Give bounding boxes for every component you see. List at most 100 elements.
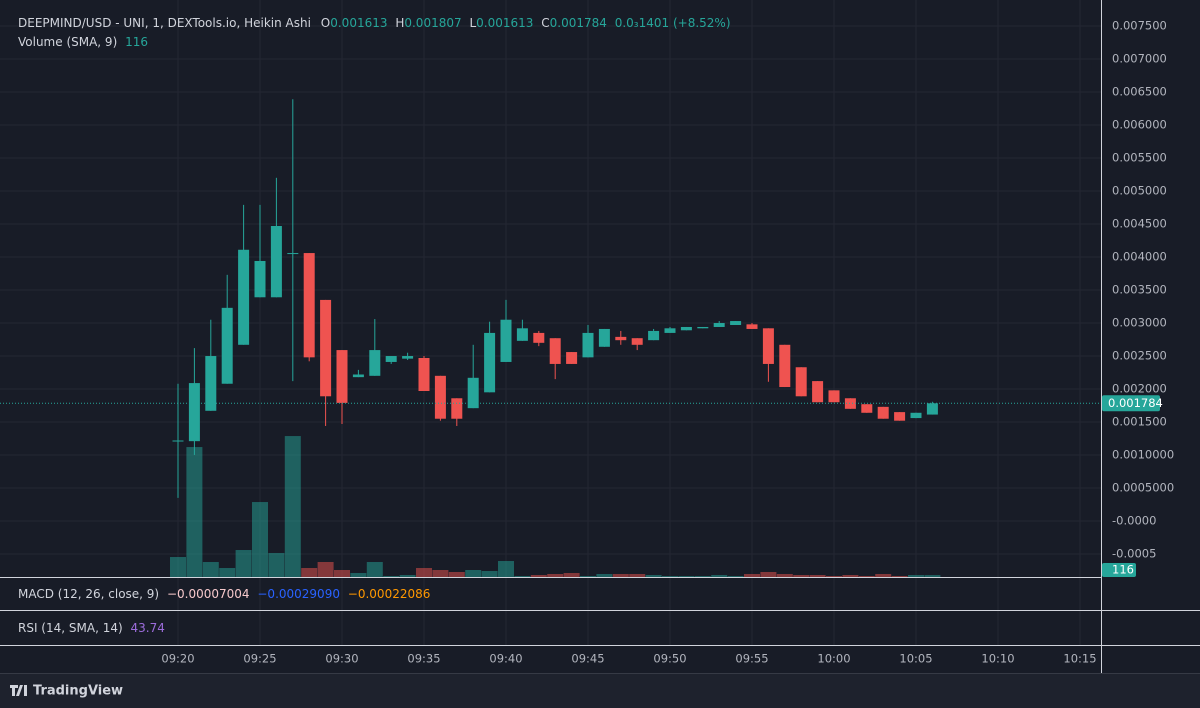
y-tick-label: 0.003500 [1112,283,1167,297]
volume-bar [662,575,678,577]
volume-bar [170,557,186,577]
volume-bar [432,569,449,577]
candle-body [451,398,463,419]
x-tick-label: 09:25 [243,652,276,666]
high-label: H [395,16,404,30]
last-price-label: 0.001784 [1108,396,1163,410]
candle-body [746,324,758,329]
last-price-badge [1102,395,1160,412]
x-tick-label: 10:10 [981,652,1014,666]
volume-bar [514,575,531,577]
volume-bar [202,562,219,577]
volume-bar [498,561,514,577]
candle-body [828,390,840,403]
volume-bar [530,574,547,577]
y-tick-label: 0.001500 [1112,415,1167,429]
close-label: C [541,16,549,30]
x-tick-label: 09:40 [489,652,522,666]
x-tick-label: 09:50 [653,652,686,666]
candle-body [303,253,315,358]
rsi-label: RSI (14, SMA, 14) [18,621,123,635]
volume-bar [301,568,318,577]
candle-body [549,338,561,364]
volume-bar [334,569,350,577]
candle-body [730,321,742,325]
y-tick-label: 0.004500 [1112,217,1167,231]
y-tick-label: 0.006000 [1112,118,1167,132]
volume-badge [1102,563,1136,577]
candle-body [484,332,496,393]
volume-bar [776,574,793,577]
volume-bar [760,572,777,577]
candle-body [336,350,348,403]
marks [0,99,1101,577]
candle-body [533,332,545,343]
close-value: 0.001784 [550,16,607,30]
candle-body [680,326,692,331]
candle-body [385,356,397,362]
volume-bar [383,575,400,577]
open-value: 0.001613 [330,16,387,30]
x-tick-label: 09:55 [735,652,768,666]
candle-body [779,344,791,388]
candle-body [910,412,922,419]
brand-name: TradingView [33,684,123,699]
volume-bar [235,550,252,577]
rsi-value: 43.74 [130,621,164,635]
y-tick-label: 0.005000 [1112,184,1167,198]
candle-body [861,404,873,413]
volume-bar [727,575,744,577]
macd-value: −0.00007004 [167,587,250,601]
candle-body [762,328,774,364]
candle-body [369,350,381,376]
y-tick-label: -0.0000 [1112,514,1156,528]
candle-body [812,381,824,403]
volume-bar [465,569,482,577]
candle-body [205,356,217,411]
candle-body [926,403,938,415]
volume-bar [268,553,285,577]
volume-bar [711,574,728,577]
candle-body [631,338,643,345]
y-tick-label: 0.007000 [1112,52,1167,66]
volume-bar [891,575,908,577]
candle-body [598,328,610,347]
footer-bar [0,673,1200,708]
volume-bar [629,574,646,577]
low-value: 0.001613 [476,16,533,30]
candle-body [615,336,627,341]
volume-bar [875,574,892,577]
candle-body [467,377,479,409]
volume-bar [858,575,875,577]
candle-body [402,356,414,359]
y-tick-label: 0.005500 [1112,151,1167,165]
candle-body [697,326,709,329]
open-label: O [321,16,330,30]
volume-label: Volume (SMA, 9) [18,35,117,49]
candle-body [516,328,528,341]
volume-bar [317,562,334,577]
candle-body [664,328,676,333]
candle-body [270,225,282,298]
candle-body [582,332,594,358]
rsi-legend: RSI (14, SMA, 14) 43.74 [18,621,165,635]
volume-bar [694,575,711,577]
volume-bar [612,574,629,577]
candle-body [418,358,430,392]
candle-body [648,330,660,341]
volume-bar [284,436,301,577]
y-tick-label: 0.002000 [1112,382,1167,396]
volume-bar [186,447,203,577]
y-tick-label: 0.003000 [1112,316,1167,330]
x-tick-label: 10:00 [817,652,850,666]
volume-bar [448,572,465,577]
candle-body [713,323,725,327]
candle-body [254,260,266,298]
y-tick-label: 0.004000 [1112,250,1167,264]
macd-label: MACD (12, 26, close, 9) [18,587,159,601]
volume-bar [580,575,596,577]
candle-body [238,249,250,345]
candle-body [894,412,906,421]
volume-bar [563,573,580,577]
